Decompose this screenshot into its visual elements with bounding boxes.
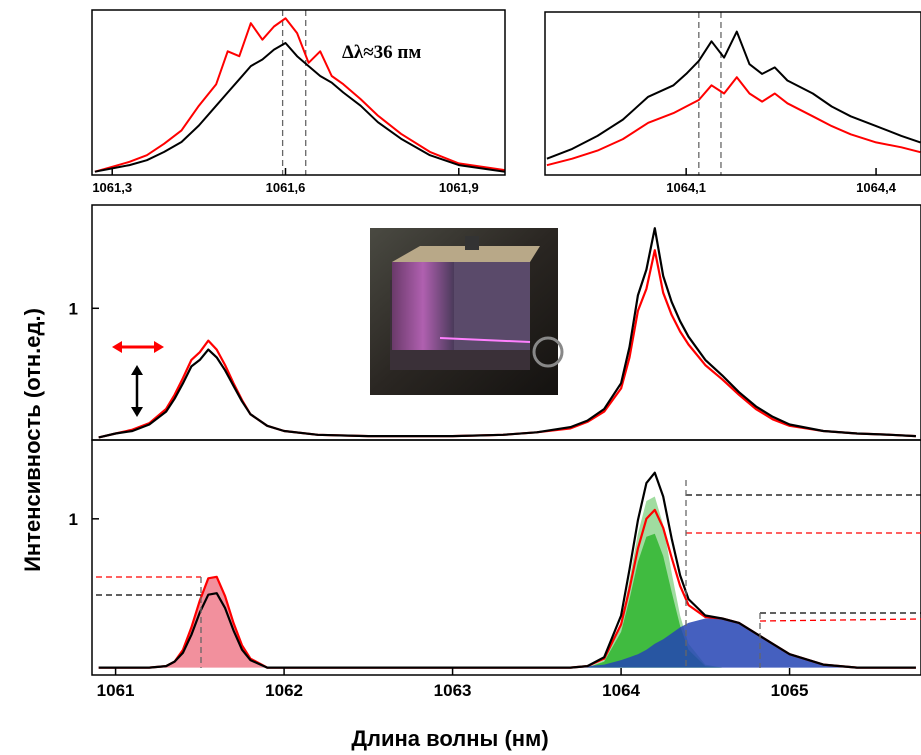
line: [546, 76, 921, 167]
plot: [98, 471, 916, 669]
x-axis-label: Длина волны (нм): [351, 726, 548, 751]
frame: [91, 9, 506, 176]
x-tick-label: 1061,9: [439, 180, 479, 195]
annotation: Δλ≈36 пм: [342, 42, 421, 63]
x-tick-label: 1064,4: [856, 180, 897, 195]
x-tick-label: 1065: [771, 681, 809, 700]
x-tick-label: 1061,6: [266, 180, 306, 195]
plot: [546, 12, 921, 175]
y-tick-label: 1: [69, 299, 78, 318]
x-tick-label: 1064: [602, 681, 640, 700]
area: [98, 618, 916, 668]
frame: [91, 439, 921, 676]
x-tick-label: 1061: [97, 681, 135, 700]
line: [98, 227, 916, 439]
y-axis-label: Интенсивность (отн.ед.): [20, 308, 45, 572]
line: [546, 30, 921, 160]
arrows: [112, 341, 164, 417]
plot: [94, 10, 505, 175]
frame: [544, 11, 921, 176]
line: [94, 17, 505, 173]
photo-inset: [370, 228, 564, 395]
x-tick-label: 1062: [265, 681, 303, 700]
x-tick-label: 1061,3: [92, 180, 132, 195]
y-tick-label: 1: [69, 510, 78, 529]
area: [98, 576, 916, 668]
level-lines: [96, 480, 921, 668]
line: [98, 471, 916, 669]
x-tick-label: 1063: [434, 681, 472, 700]
x-tick-label: 1064,1: [666, 180, 706, 195]
line: [94, 42, 505, 173]
plot: [98, 227, 916, 439]
